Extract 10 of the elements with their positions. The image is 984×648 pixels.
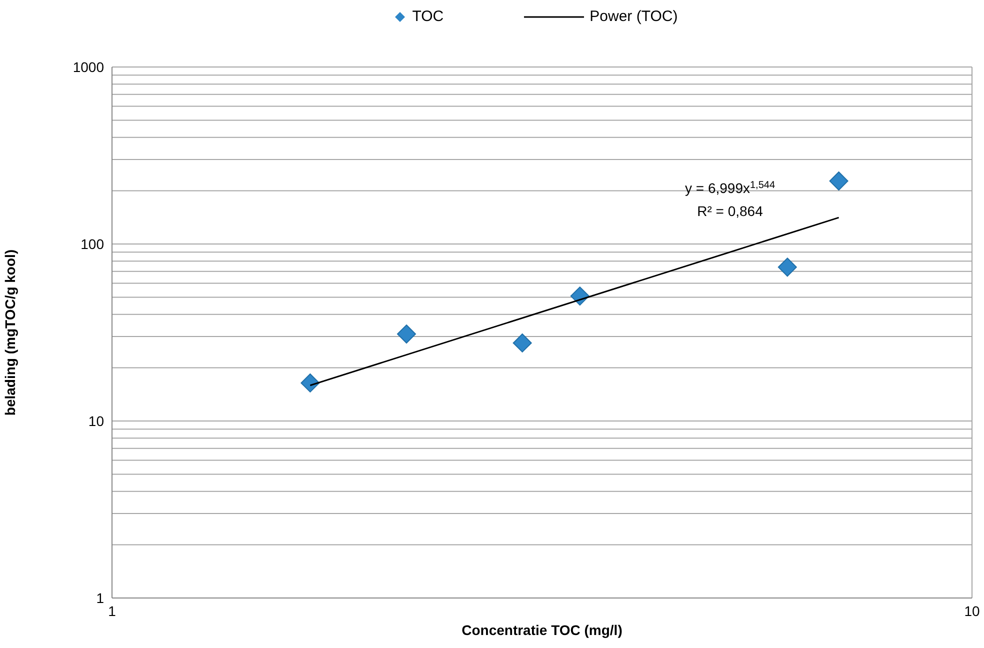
y-tick-label: 10 bbox=[88, 412, 104, 429]
y-tick-label: 1 bbox=[96, 590, 104, 606]
y-tick-label: 1000 bbox=[72, 58, 104, 75]
y-tick-label: 100 bbox=[80, 236, 104, 252]
legend-label: Power (TOC) bbox=[588, 8, 678, 25]
annotation: R² = 0,864 bbox=[697, 203, 764, 219]
x-axis-title: Concentratie TOC (mg/l) bbox=[462, 622, 622, 638]
y-axis-title: belading (mgTOC/g kool) bbox=[2, 249, 18, 416]
legend-label: TOC bbox=[411, 8, 444, 25]
annotation: y = 6,999x$^{1,544}$ bbox=[684, 180, 776, 196]
